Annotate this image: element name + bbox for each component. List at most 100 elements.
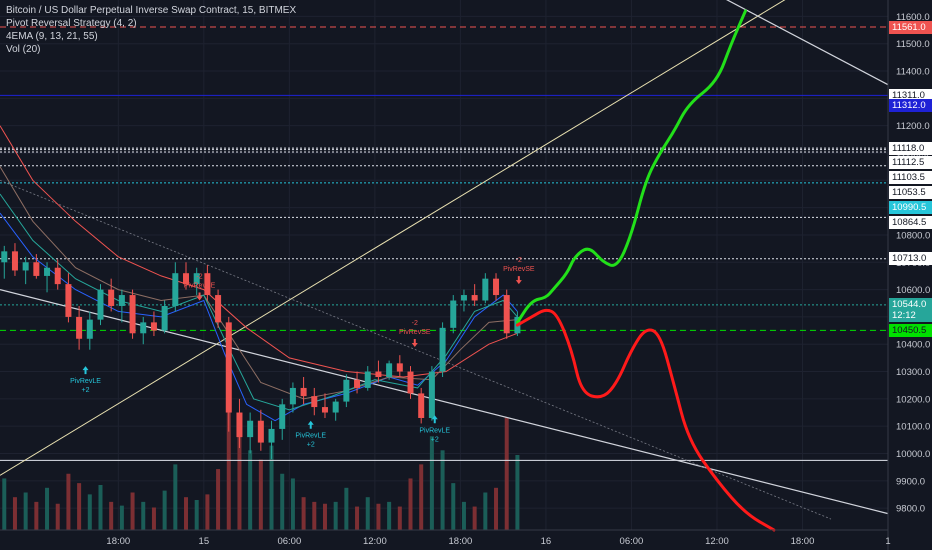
candle-body	[407, 371, 414, 394]
ema-line	[0, 212, 518, 422]
indicator-4ema[interactable]: 4EMA (9, 13, 21, 55)	[6, 31, 98, 42]
candle-body	[215, 295, 222, 323]
signal-arrow-up-icon	[307, 420, 314, 429]
volume-bar	[397, 506, 402, 530]
candle-body	[289, 387, 296, 405]
candle-body	[108, 289, 115, 306]
candle-body	[375, 371, 382, 378]
volume-bar	[344, 487, 349, 530]
instrument-title[interactable]: Bitcoin / US Dollar Perpetual Inverse Sw…	[6, 5, 297, 16]
volume-bar	[440, 450, 445, 530]
volume-bar	[312, 501, 317, 530]
price-tick-label: 11500.0	[896, 39, 930, 50]
candle-body	[343, 379, 350, 402]
volume-bar	[66, 473, 71, 530]
volume-bar	[429, 436, 434, 530]
candle-body	[86, 319, 93, 339]
signal-arrow-up-icon	[82, 366, 89, 375]
candle-body	[300, 387, 307, 397]
volume-bar	[237, 426, 242, 530]
volume-bar	[45, 487, 50, 530]
volume-bar	[130, 492, 135, 530]
signal-quantity: +2	[82, 387, 90, 394]
volume-bar	[333, 501, 338, 530]
indicator-volume[interactable]: Vol (20)	[6, 44, 41, 55]
signal-arrow-up-icon	[431, 415, 438, 424]
volume-bar	[322, 503, 327, 530]
candle-body	[493, 278, 500, 296]
candle-body	[161, 305, 168, 331]
forecast-path	[515, 308, 776, 532]
ema-line	[0, 166, 518, 400]
volume-bar	[55, 503, 60, 530]
candle-body	[364, 371, 371, 388]
candle-body	[311, 396, 318, 408]
price-tick-label: 11600.0	[896, 12, 930, 23]
candle-body	[150, 322, 157, 331]
volume-bar	[451, 483, 456, 530]
price-level-tag: 11103.5	[889, 171, 932, 185]
candle-body	[236, 412, 243, 438]
volume-bar	[2, 478, 7, 530]
volume-bar	[87, 494, 92, 530]
candle-body	[118, 295, 125, 306]
trend-line	[0, 179, 832, 520]
candle-body	[482, 278, 489, 301]
candle-body	[460, 295, 467, 301]
price-tick-label: 10300.0	[896, 367, 930, 378]
candle-body	[44, 267, 51, 276]
indicator-pivot-reversal[interactable]: Pivot Reversal Strategy (4, 2)	[6, 18, 137, 29]
price-level-tag: 11112.5	[889, 155, 932, 169]
signal-arrow-down-icon	[411, 338, 418, 347]
volume-bar	[141, 501, 146, 530]
volume-bar	[12, 497, 17, 530]
candle-body	[172, 273, 179, 306]
price-level-tag: 11312.0	[889, 99, 932, 113]
candle-body	[396, 363, 403, 372]
candle-body	[268, 428, 275, 443]
ema-line	[0, 193, 518, 411]
signal-label: PivRevLE	[295, 433, 326, 440]
volume-bar	[119, 505, 124, 530]
price-level-tag: 10864.5	[889, 215, 932, 229]
signal-quantity: -2	[516, 257, 522, 264]
signal-quantity: -2	[412, 320, 418, 327]
signal-quantity: +2	[307, 442, 315, 449]
price-level-tag: 10544.0	[889, 298, 932, 312]
price-tick-label: 10400.0	[896, 340, 930, 351]
price-tick-label: 10600.0	[896, 285, 930, 296]
signal-arrow-down-icon	[196, 292, 203, 301]
candle-body	[76, 316, 83, 339]
time-tick-label: 06:00	[277, 536, 301, 547]
ema-line	[0, 125, 518, 378]
candle-body	[279, 404, 286, 429]
candle-body	[332, 401, 339, 413]
volume-bar	[515, 455, 520, 530]
time-tick-label: 12:00	[363, 536, 387, 547]
candle-body	[386, 363, 393, 378]
candle-body	[471, 295, 478, 301]
forecast-path	[515, 9, 747, 324]
volume-bar	[472, 506, 477, 530]
price-level-tag: 11561.0	[889, 20, 932, 34]
volume-bar	[109, 501, 114, 530]
candle-body	[140, 322, 147, 334]
time-tick-label: 18:00	[106, 536, 130, 547]
signal-label: PivRevLE	[419, 427, 450, 434]
volume-bar	[205, 494, 210, 530]
price-tick-label: 11400.0	[896, 67, 930, 78]
volume-bar	[184, 497, 189, 530]
signal-label: PivRevSE	[184, 283, 216, 290]
price-level-tag: 10713.0	[889, 252, 932, 266]
time-tick-label: 16	[541, 536, 552, 547]
price-level-tag: 12:12	[889, 308, 932, 322]
candle-body	[257, 420, 264, 443]
volume-bar	[151, 507, 156, 530]
time-tick-label: 12:00	[705, 536, 729, 547]
candle-body	[22, 262, 29, 271]
price-tick-label: 9900.0	[896, 476, 925, 487]
candle-body	[225, 322, 232, 413]
volume-bar	[98, 485, 103, 530]
